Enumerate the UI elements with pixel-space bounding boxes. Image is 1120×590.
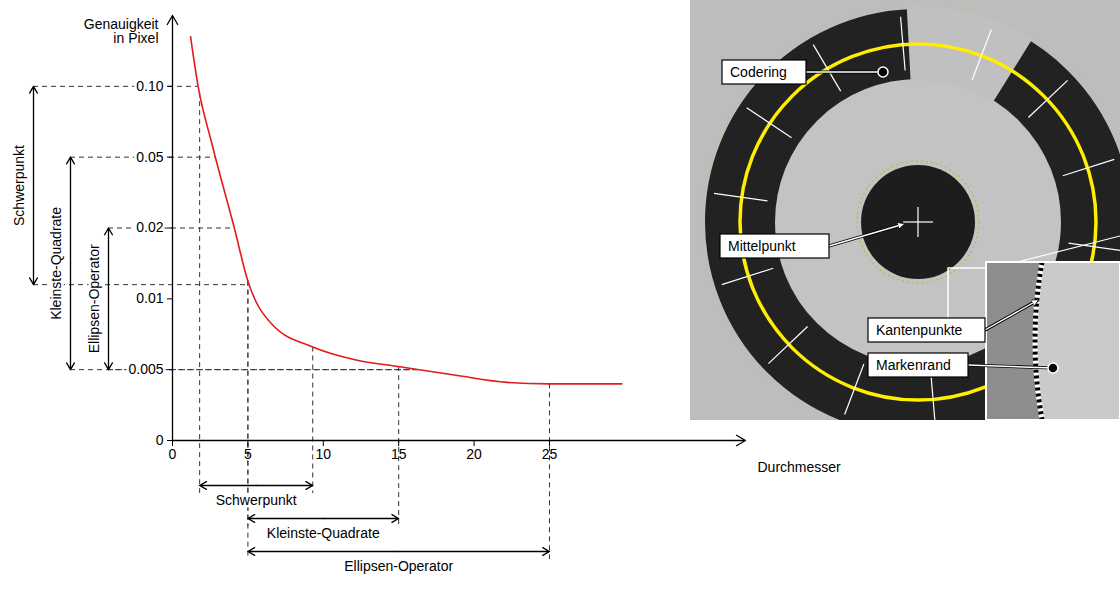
svg-text:0.01: 0.01	[136, 290, 163, 306]
svg-text:Genauigkeitin Pixel: Genauigkeitin Pixel	[84, 16, 159, 46]
svg-text:0.10: 0.10	[136, 78, 163, 94]
svg-text:Schwerpunkt: Schwerpunkt	[216, 492, 297, 508]
svg-text:0.02: 0.02	[136, 219, 163, 235]
svg-text:0: 0	[156, 432, 164, 448]
svg-text:10: 10	[316, 446, 332, 462]
svg-text:Codering: Codering	[730, 64, 787, 80]
svg-text:Kleinste-Quadrate: Kleinste-Quadrate	[48, 207, 64, 320]
svg-text:Kleinste-Quadrate: Kleinste-Quadrate	[267, 525, 380, 541]
svg-text:Durchmesser: Durchmesser	[758, 459, 842, 475]
svg-text:5: 5	[244, 446, 252, 462]
svg-text:0.005: 0.005	[128, 361, 163, 377]
svg-text:Markenrand: Markenrand	[876, 357, 951, 373]
svg-text:0: 0	[169, 446, 177, 462]
svg-text:0.05: 0.05	[136, 149, 163, 165]
svg-text:Kantenpunkte: Kantenpunkte	[876, 322, 963, 338]
svg-text:25: 25	[542, 446, 558, 462]
svg-text:Ellipsen-Operator: Ellipsen-Operator	[86, 244, 102, 353]
svg-text:15: 15	[391, 446, 407, 462]
svg-text:Schwerpunkt: Schwerpunkt	[11, 145, 27, 226]
svg-text:Mittelpunkt: Mittelpunkt	[728, 238, 796, 254]
svg-text:Ellipsen-Operator: Ellipsen-Operator	[344, 558, 453, 574]
svg-text:20: 20	[466, 446, 482, 462]
